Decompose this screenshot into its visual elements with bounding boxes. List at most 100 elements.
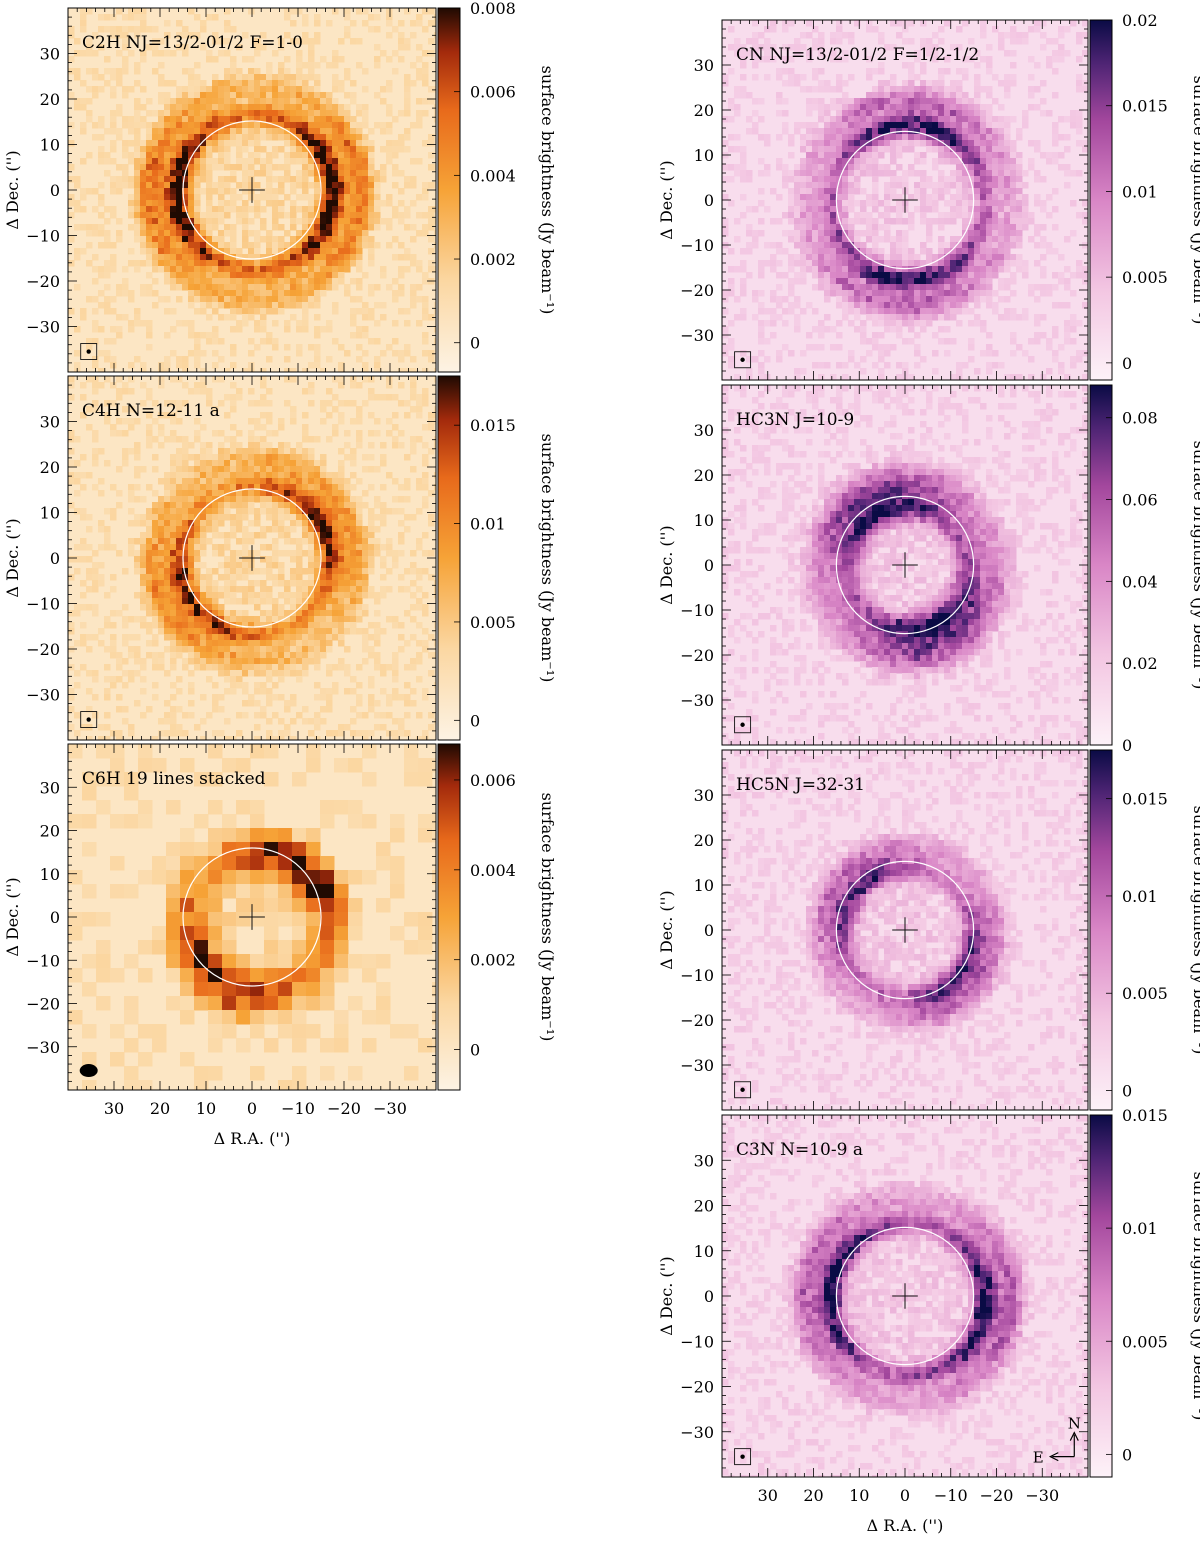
map-pixel [368,260,375,267]
y-tick-label: 20 [40,458,60,477]
map-pixel [266,442,273,449]
map-pixel [338,664,345,671]
map-pixel [278,718,285,725]
map-pixel [110,856,125,871]
map-pixel [134,514,141,521]
map-pixel [200,628,207,635]
map-pixel [320,800,335,815]
map-pixel [260,110,267,117]
map-pixel [236,296,243,303]
map-pixel [194,74,201,81]
map-pixel [386,694,393,701]
map-pixel [728,26,735,33]
map-pixel [350,254,357,261]
map-pixel [272,74,279,81]
map-pixel [350,320,357,327]
map-pixel [104,544,111,551]
map-pixel [344,122,351,129]
map-pixel [224,610,231,617]
map-pixel [68,26,75,33]
map-pixel [962,20,969,27]
map-pixel [116,394,123,401]
map-pixel [176,230,183,237]
map-pixel [194,898,209,913]
map-pixel [264,982,279,997]
map-pixel [134,158,141,165]
map-pixel [416,568,423,575]
map-pixel [218,622,225,629]
map-pixel [356,562,363,569]
map-pixel [344,538,351,545]
map-pixel [236,68,243,75]
map-pixel [182,230,189,237]
map-pixel [182,502,189,509]
map-pixel [138,1024,153,1039]
map-pixel [278,206,285,213]
map-pixel [392,562,399,569]
map-pixel [398,272,405,279]
map-pixel [290,122,297,129]
map-pixel [272,284,279,291]
map-pixel [260,640,267,647]
map-pixel [434,622,436,629]
map-pixel [74,104,81,111]
map-pixel [224,664,231,671]
map-pixel [428,574,435,581]
map-pixel [164,128,171,135]
map-pixel [194,290,201,297]
map-pixel [306,1024,321,1039]
map-pixel [212,598,219,605]
y-tick-label: 0 [50,908,60,927]
map-pixel [362,230,369,237]
map-pixel [416,478,423,485]
map-pixel [182,164,189,171]
map-pixel [326,484,333,491]
map-pixel [272,604,279,611]
map-pixel [242,598,249,605]
map-pixel [146,592,153,599]
map-pixel [302,520,309,527]
map-pixel [158,212,165,219]
map-pixel [260,86,267,93]
map-pixel [320,128,327,135]
map-pixel [416,436,423,443]
map-pixel [236,828,251,843]
map-pixel [404,694,411,701]
map-pixel [92,32,99,39]
map-pixel [98,134,105,141]
map-pixel [182,550,189,557]
map-pixel [338,592,345,599]
map-pixel [302,622,309,629]
map-pixel [146,544,153,551]
map-pixel [432,1010,436,1025]
map-pixel [308,116,315,123]
map-pixel [248,430,255,437]
intensity-map [68,376,436,740]
map-pixel [308,490,315,497]
map-pixel [116,388,123,395]
map-pixel [362,8,369,15]
map-pixel [350,236,357,243]
y-axis-label: Δ Dec. ('') [3,150,22,229]
map-pixel [248,490,255,497]
map-pixel [122,290,129,297]
map-pixel [356,664,363,671]
map-pixel [428,152,435,159]
map-pixel [326,152,333,159]
map-pixel [386,568,393,575]
map-pixel [410,158,417,165]
map-pixel [332,302,339,309]
map-pixel [200,472,207,479]
map-pixel [374,176,381,183]
map-pixel [188,170,195,177]
map-pixel [398,400,405,407]
map-pixel [416,622,423,629]
map-pixel [314,302,321,309]
map-pixel [188,688,195,695]
map-pixel [344,266,351,273]
map-pixel [386,700,393,707]
map-pixel [362,236,369,243]
map-pixel [176,260,183,267]
map-pixel [338,218,345,225]
map-pixel [380,688,387,695]
